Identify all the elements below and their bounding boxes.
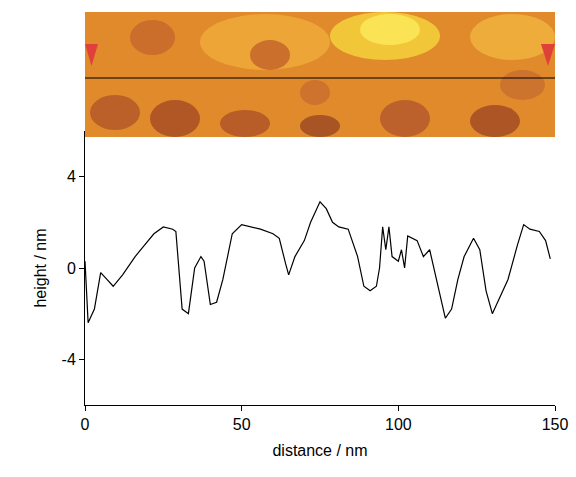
svg-text:4: 4 (67, 168, 76, 185)
svg-text:100: 100 (385, 416, 412, 433)
svg-text:0: 0 (67, 260, 76, 277)
svg-text:150: 150 (542, 416, 569, 433)
svg-text:height / nm: height / nm (32, 228, 49, 307)
svg-text:distance / nm: distance / nm (272, 442, 367, 459)
svg-text:0: 0 (81, 416, 90, 433)
svg-text:50: 50 (233, 416, 251, 433)
svg-text:-4: -4 (62, 351, 76, 368)
